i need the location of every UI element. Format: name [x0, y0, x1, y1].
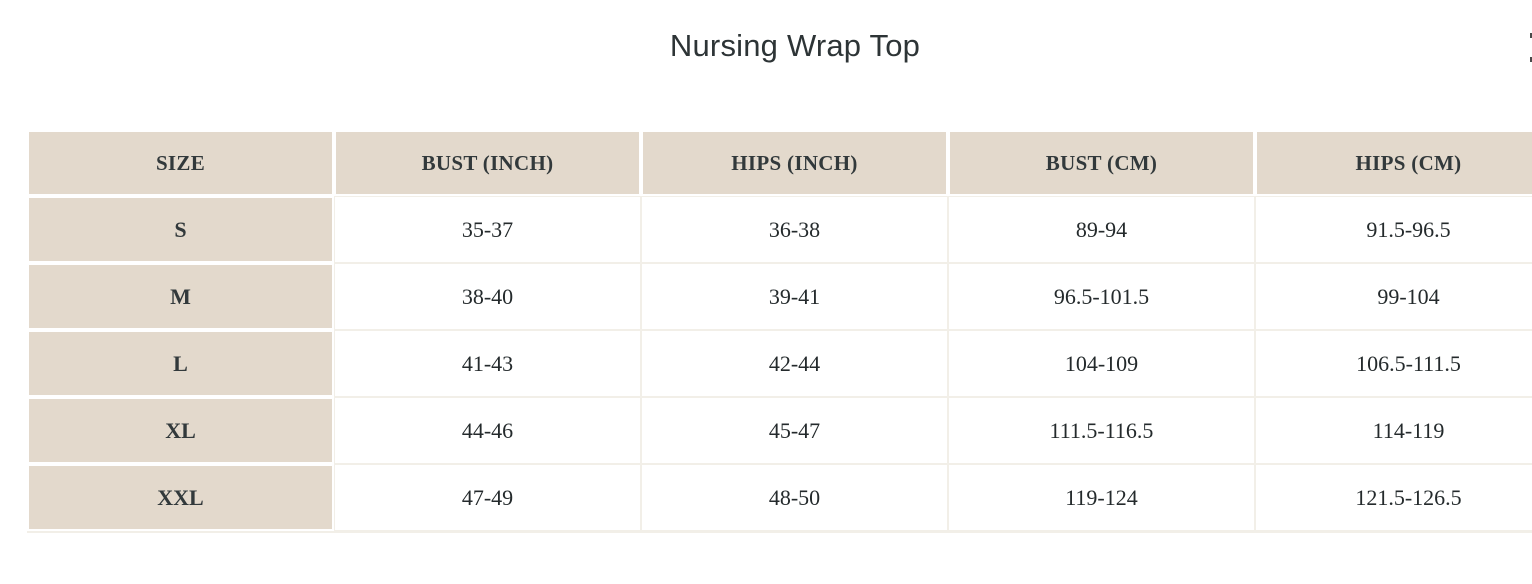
size-chart-table-container: SIZE BUST (INCH) HIPS (INCH) BUST (CM) H… — [27, 130, 1532, 533]
size-label-cell: L — [27, 330, 334, 397]
clipped-right-edge-mark — [1530, 57, 1532, 62]
table-row-m: M 38-40 39-41 96.5-101.5 99-104 — [27, 263, 1532, 330]
bust-cm-cell: 96.5-101.5 — [948, 263, 1255, 330]
bust-inch-cell: 38-40 — [334, 263, 641, 330]
table-row-xxl: XXL 47-49 48-50 119-124 121.5-126.5 — [27, 464, 1532, 531]
size-label-cell: XXL — [27, 464, 334, 531]
hips-cm-cell: 106.5-111.5 — [1255, 330, 1532, 397]
hips-cm-cell: 99-104 — [1255, 263, 1532, 330]
bust-inch-cell: 44-46 — [334, 397, 641, 464]
column-header-hips-inch: HIPS (INCH) — [641, 130, 948, 196]
table-header-row: SIZE BUST (INCH) HIPS (INCH) BUST (CM) H… — [27, 130, 1532, 196]
bust-cm-cell: 111.5-116.5 — [948, 397, 1255, 464]
hips-inch-cell: 48-50 — [641, 464, 948, 531]
bust-inch-cell: 35-37 — [334, 196, 641, 263]
size-label-cell: M — [27, 263, 334, 330]
clipped-right-edge-mark — [1530, 33, 1532, 38]
table-row-l: L 41-43 42-44 104-109 106.5-111.5 — [27, 330, 1532, 397]
hips-cm-cell: 114-119 — [1255, 397, 1532, 464]
hips-inch-cell: 36-38 — [641, 196, 948, 263]
hips-cm-cell: 91.5-96.5 — [1255, 196, 1532, 263]
size-label-cell: S — [27, 196, 334, 263]
table-row-xl: XL 44-46 45-47 111.5-116.5 114-119 — [27, 397, 1532, 464]
size-chart-table: SIZE BUST (INCH) HIPS (INCH) BUST (CM) H… — [27, 130, 1532, 531]
hips-inch-cell: 42-44 — [641, 330, 948, 397]
column-header-bust-inch: BUST (INCH) — [334, 130, 641, 196]
size-label-cell: XL — [27, 397, 334, 464]
hips-inch-cell: 39-41 — [641, 263, 948, 330]
column-header-size: SIZE — [27, 130, 334, 196]
product-title: Nursing Wrap Top — [669, 28, 921, 63]
hips-cm-cell: 121.5-126.5 — [1255, 464, 1532, 531]
hips-inch-cell: 45-47 — [641, 397, 948, 464]
column-header-hips-cm: HIPS (CM) — [1255, 130, 1532, 196]
bust-cm-cell: 89-94 — [948, 196, 1255, 263]
bust-cm-cell: 119-124 — [948, 464, 1255, 531]
bust-cm-cell: 104-109 — [948, 330, 1255, 397]
bust-inch-cell: 47-49 — [334, 464, 641, 531]
column-header-bust-cm: BUST (CM) — [948, 130, 1255, 196]
bust-inch-cell: 41-43 — [334, 330, 641, 397]
table-row-s: S 35-37 36-38 89-94 91.5-96.5 — [27, 196, 1532, 263]
size-chart-panel: Nursing Wrap Top SIZE BUST (INCH) HIPS (… — [27, 0, 1532, 533]
